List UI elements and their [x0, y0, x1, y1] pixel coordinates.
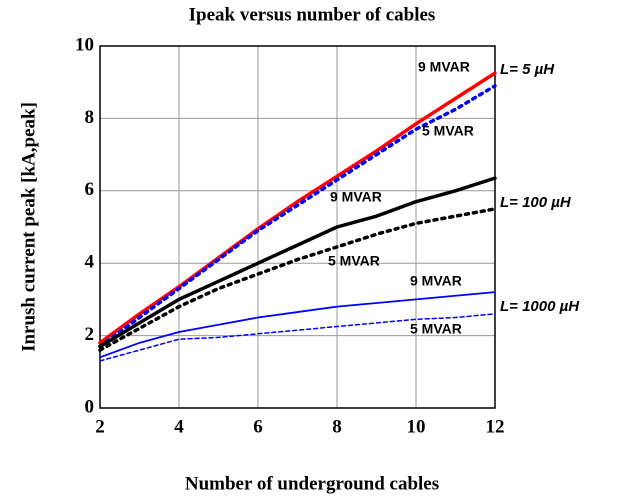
- series-line: [99, 313, 496, 362]
- x-tick-label: 4: [174, 416, 184, 437]
- series-line: [98, 71, 497, 345]
- annotation: 9 MVAR: [410, 273, 462, 289]
- x-tick-label: 10: [407, 416, 426, 437]
- annotation: 9 MVAR: [330, 189, 382, 205]
- series-line: [98, 176, 497, 349]
- y-tick-label: 4: [85, 252, 95, 273]
- x-tick-label: 8: [332, 416, 342, 437]
- x-tick-label: 12: [486, 416, 505, 437]
- series-line: [98, 84, 497, 349]
- y-tick-label: 0: [85, 396, 95, 417]
- chart-title: Ipeak versus number of cables: [189, 4, 436, 25]
- y-tick-label: 8: [85, 107, 95, 128]
- annotation: L= 5 µH: [500, 61, 555, 78]
- series-line: [99, 291, 496, 359]
- y-axis-label: Inrush current peak [kA,peak]: [18, 102, 39, 352]
- x-tick-label: 6: [253, 416, 263, 437]
- y-tick-label: 10: [75, 34, 94, 55]
- annotation: L= 1000 µH: [500, 298, 580, 315]
- x-axis-label: Number of underground cables: [185, 473, 439, 494]
- y-tick-label: 2: [85, 324, 95, 345]
- annotation: 5 MVAR: [422, 123, 474, 139]
- annotation: 9 MVAR: [418, 59, 470, 75]
- plot-frame: [99, 45, 496, 409]
- series-line: [98, 207, 497, 352]
- annotation: 5 MVAR: [328, 253, 380, 269]
- annotation: L= 100 µH: [500, 194, 572, 211]
- y-tick-label: 6: [85, 179, 95, 200]
- annotation: 5 MVAR: [410, 321, 462, 337]
- x-tick-label: 2: [95, 416, 105, 437]
